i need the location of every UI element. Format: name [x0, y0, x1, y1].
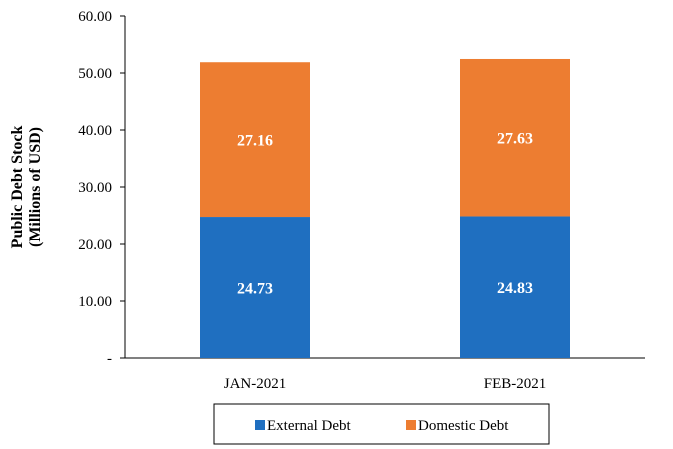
y-tick-label: 20.00	[78, 237, 112, 253]
legend: External Debt Domestic Debt	[213, 403, 550, 445]
legend-box	[213, 403, 550, 445]
data-label: 27.63	[497, 131, 533, 148]
x-tick-label: FEB-2021	[484, 376, 547, 392]
bar-segment	[200, 217, 310, 358]
x-axis-ticks: JAN-2021 FEB-2021	[224, 376, 547, 392]
y-axis-title: Public Debt Stock (Millions of USD)	[9, 126, 44, 249]
x-tick-label: JAN-2021	[224, 376, 287, 392]
y-tick-label: 10.00	[78, 294, 112, 310]
bar-segment	[200, 62, 310, 218]
y-tick-label: 40.00	[78, 123, 112, 139]
y-tick-label: 30.00	[78, 180, 112, 196]
y-axis-title-line: Public Debt Stock	[9, 126, 26, 249]
y-axis-ticks: - 10.00 20.00 30.00 40.00 50.00 60.00	[78, 9, 125, 367]
data-label: 27.16	[237, 133, 273, 150]
y-tick-label: 50.00	[78, 66, 112, 82]
bar-segment	[460, 58, 570, 217]
y-tick-label: 60.00	[78, 9, 112, 25]
legend-label: External Debt	[267, 418, 352, 434]
legend-swatch	[255, 420, 265, 430]
legend-label: Domestic Debt	[418, 418, 509, 434]
legend-swatch	[406, 420, 416, 430]
data-label: 24.83	[497, 280, 533, 297]
y-tick-label: -	[107, 351, 112, 367]
bars: 24.73 27.16 24.83 27.63	[200, 58, 570, 358]
data-label: 24.73	[237, 281, 273, 298]
bar-segment	[460, 216, 570, 358]
y-axis-title-line: (Millions of USD)	[27, 127, 44, 247]
